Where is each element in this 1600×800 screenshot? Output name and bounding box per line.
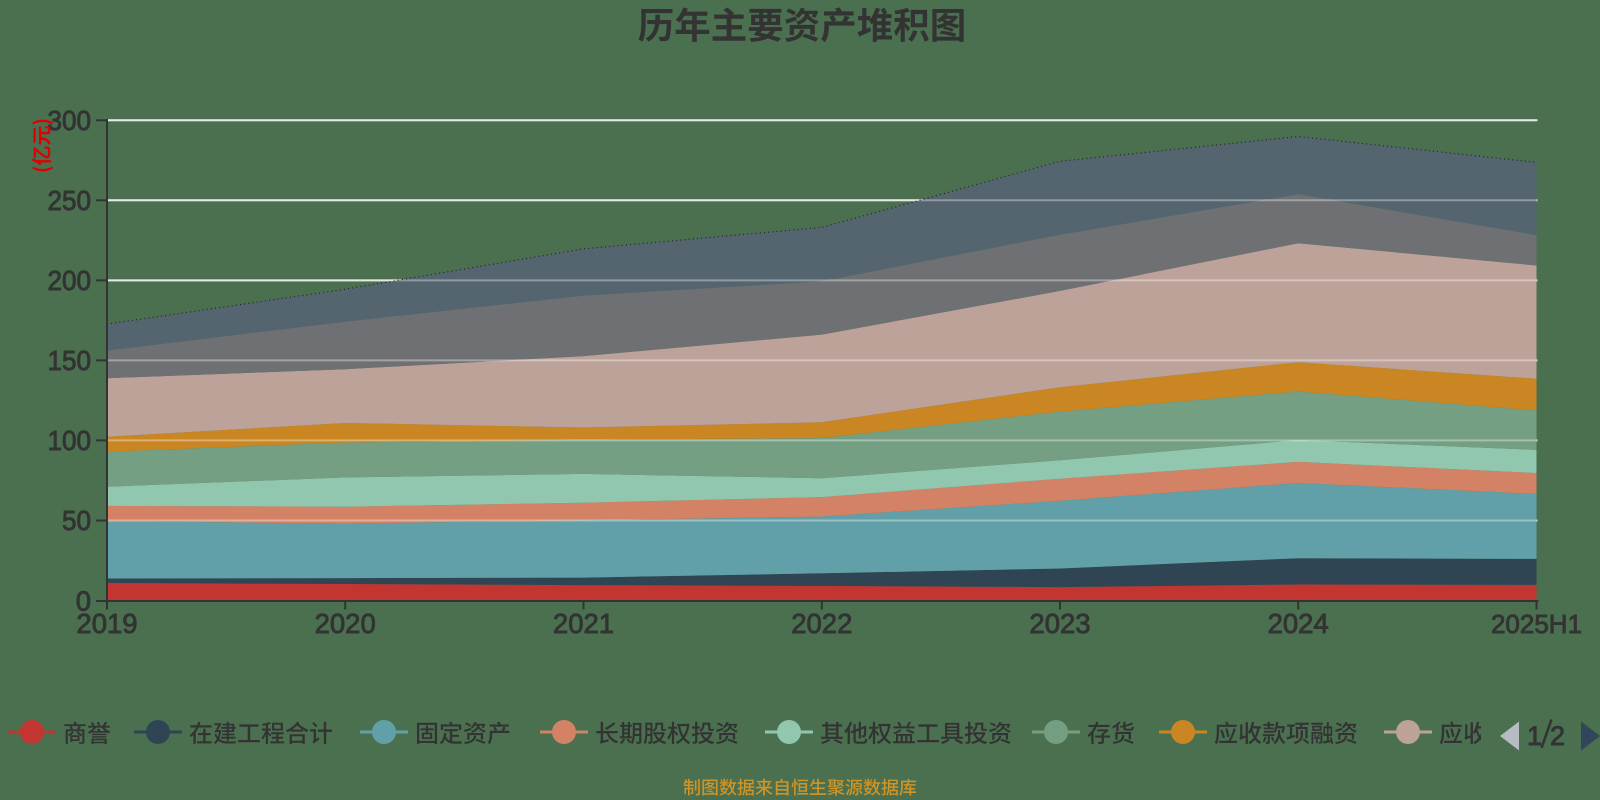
svg-text:50: 50 [62,505,91,536]
svg-text:2019: 2019 [76,608,137,639]
svg-text:250: 250 [48,185,92,216]
svg-text:0: 0 [76,586,91,617]
svg-text:100: 100 [48,425,92,456]
svg-text:2022: 2022 [791,608,852,639]
svg-text:2020: 2020 [315,608,376,639]
svg-text:2: 2 [1550,721,1565,751]
svg-text:150: 150 [48,345,92,376]
svg-text:2025H1: 2025H1 [1491,609,1582,639]
svg-text:2021: 2021 [553,608,614,639]
svg-text:300: 300 [48,105,92,136]
svg-text:1: 1 [1527,721,1542,751]
svg-text:2023: 2023 [1029,608,1090,639]
svg-text:200: 200 [48,265,92,296]
svg-text:2024: 2024 [1268,608,1329,639]
